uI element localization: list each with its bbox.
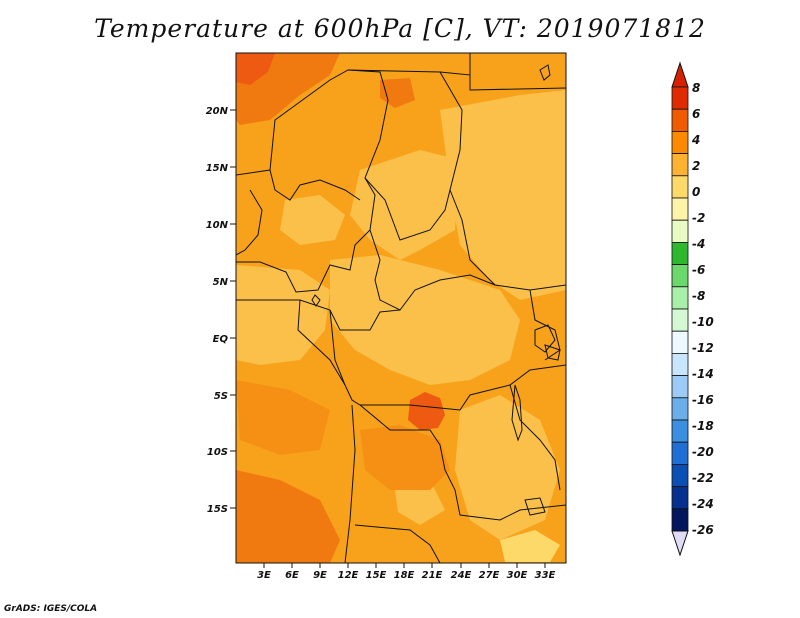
colorbar-box <box>671 308 689 332</box>
lakes-coastline <box>311 64 561 516</box>
field-light-2 <box>440 90 566 300</box>
cb-label-8: 8 <box>692 81 700 95</box>
field-dark-4 <box>380 78 415 108</box>
lon-label-27e: 27E <box>479 570 500 581</box>
field-dark-3 <box>236 380 330 455</box>
colorbar-box <box>671 264 689 288</box>
cb-label-m20: -20 <box>692 445 714 459</box>
lat-label-15s: 15S <box>207 504 228 515</box>
colorbar-top-arrow <box>671 61 689 88</box>
cb-label-6: 6 <box>692 107 700 121</box>
lon-label-33e: 33E <box>535 570 556 581</box>
cb-label-m18: -18 <box>692 419 714 433</box>
lon-labels: 3E 6E 9E 12E 15E 18E 21E 24E 27E 30E 33E <box>257 570 555 581</box>
lat-label-20n: 20N <box>206 106 229 117</box>
lon-label-12e: 12E <box>338 570 359 581</box>
cb-label-2: 2 <box>692 159 700 173</box>
field-light-3 <box>236 265 330 365</box>
colorbar-box <box>671 219 689 243</box>
lon-label-30e: 30E <box>507 570 528 581</box>
lat-label-eq: EQ <box>213 334 229 345</box>
colorbar-box <box>671 441 689 465</box>
colorbar-box <box>671 419 689 443</box>
colorbar-labels: 8 6 4 2 0 -2 -4 -6 -8 -10 -12 -14 -16 -1… <box>691 81 714 537</box>
lat-label-10n: 10N <box>206 220 229 231</box>
field-lighter-1 <box>500 530 560 562</box>
field-light-4 <box>330 255 520 385</box>
field-light-7 <box>395 480 445 525</box>
colorbar-box <box>671 352 689 376</box>
cb-label-m14: -14 <box>692 367 714 381</box>
field-hotspot-nw <box>236 53 275 85</box>
cb-label-m2: -2 <box>692 211 705 225</box>
field-light-5 <box>455 395 560 540</box>
colorbar-box <box>671 486 689 510</box>
colorbar-box <box>671 241 689 265</box>
cb-label-m22: -22 <box>692 471 714 485</box>
cb-label-m16: -16 <box>692 393 714 407</box>
cb-label-m26: -26 <box>692 523 714 537</box>
cb-label-4: 4 <box>691 133 700 147</box>
lat-label-10s: 10S <box>207 447 228 458</box>
colorbar-box <box>671 397 689 421</box>
lat-ticks <box>230 109 236 509</box>
temperature-field <box>236 53 566 563</box>
lon-label-3e: 3E <box>257 570 271 581</box>
field-hotspot <box>408 392 445 430</box>
colorbar-box <box>671 286 689 310</box>
lon-label-15e: 15E <box>366 570 387 581</box>
colorbar-box <box>671 175 689 199</box>
country-borders <box>236 53 566 563</box>
field-dark-2 <box>236 470 340 563</box>
colorbar-box <box>671 375 689 399</box>
colorbar-box <box>671 86 689 110</box>
colorbar-box <box>671 108 689 132</box>
colorbar-boxes <box>671 86 689 532</box>
map-title: Temperature at 600hPa [C], VT: 201907181… <box>94 14 706 43</box>
lon-label-18e: 18E <box>394 570 415 581</box>
field-light-1 <box>350 150 460 260</box>
colorbar: 8 6 4 2 0 -2 -4 -6 -8 -10 -12 -14 -16 -1… <box>671 61 714 557</box>
lat-label-5s: 5S <box>214 391 228 402</box>
lon-label-24e: 24E <box>451 570 472 581</box>
cb-label-m10: -10 <box>692 315 714 329</box>
cb-label-m4: -4 <box>692 237 705 251</box>
cb-label-m24: -24 <box>692 497 714 511</box>
field-dark-5 <box>360 425 450 490</box>
map-frame <box>235 52 567 564</box>
lat-labels: 20N 15N 10N 5N EQ 5S 10S 15S <box>206 106 229 515</box>
lat-label-15n: 15N <box>206 163 229 174</box>
lon-label-21e: 21E <box>422 570 443 581</box>
cb-label-0: 0 <box>692 185 700 199</box>
colorbar-box <box>671 153 689 177</box>
colorbar-bottom-arrow <box>671 530 689 557</box>
colorbar-box <box>671 130 689 154</box>
colorbar-box <box>671 197 689 221</box>
lon-label-9e: 9E <box>313 570 327 581</box>
colorbar-box <box>671 330 689 354</box>
colorbar-box <box>671 508 689 532</box>
cb-label-m8: -8 <box>692 289 705 303</box>
cb-label-m12: -12 <box>692 341 714 355</box>
lon-ticks <box>263 563 546 568</box>
cb-label-m6: -6 <box>692 263 705 277</box>
credit-text: GrADS: IGES/COLA <box>4 604 98 614</box>
lat-label-5n: 5N <box>213 277 229 288</box>
lon-label-6e: 6E <box>285 570 299 581</box>
field-light-6 <box>280 195 345 245</box>
colorbar-box <box>671 463 689 487</box>
